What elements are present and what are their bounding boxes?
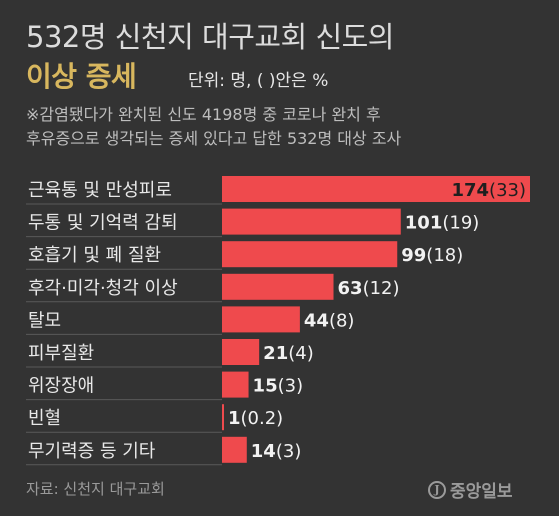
bar bbox=[222, 436, 247, 463]
value-percent: (8) bbox=[329, 310, 355, 331]
bar bbox=[222, 273, 334, 300]
value-label: 99(18) bbox=[401, 245, 463, 266]
category-label: 빈혈 bbox=[28, 408, 61, 429]
value-label: 15(3) bbox=[253, 376, 304, 397]
survey-note-line2: 후유증으로 생각되는 증세 있다고 답한 532명 대상 조사 bbox=[26, 129, 402, 148]
survey-note: ※감염됐다가 완치된 신도 4198명 중 코로나 완치 후 후유증으로 생각되… bbox=[26, 103, 401, 151]
bar bbox=[222, 208, 401, 235]
value-label: 21(4) bbox=[263, 343, 314, 364]
bar bbox=[222, 176, 530, 202]
source-label: 자료: 신천지 대구교회 bbox=[26, 480, 165, 498]
value-count: 63 bbox=[338, 278, 363, 299]
bar bbox=[222, 241, 398, 268]
value-percent: (19) bbox=[442, 213, 479, 234]
chart-subtitle: 이상 증세 bbox=[26, 60, 137, 93]
value-label: 44(8) bbox=[304, 310, 355, 331]
bar bbox=[222, 404, 224, 431]
value-count: 1 bbox=[228, 408, 241, 429]
category-label: 위장장애 bbox=[28, 376, 94, 397]
bar-chart: 근육통 및 만성피로 174(33) 두통 및 기억력 감퇴 101(19) 호흡기 및… bbox=[26, 176, 530, 466]
logo-text: 중앙일보 bbox=[450, 482, 513, 502]
value-label: 14(3) bbox=[251, 441, 302, 462]
value-percent: (12) bbox=[363, 278, 400, 299]
value-count: 21 bbox=[263, 343, 288, 364]
value-percent: (3) bbox=[278, 376, 304, 397]
value-label: 1(0.2) bbox=[228, 408, 283, 429]
category-label: 근육통 및 만성피로 bbox=[28, 180, 172, 201]
unit-label: 단위: 명, ( )안은 % bbox=[188, 71, 329, 91]
category-label: 후각·미각·청각 이상 bbox=[28, 278, 178, 299]
value-percent: (0.2) bbox=[241, 408, 284, 429]
category-label: 두통 및 기억력 감퇴 bbox=[28, 213, 178, 234]
value-count: 44 bbox=[304, 310, 329, 331]
bar bbox=[222, 339, 260, 365]
category-label: 피부질환 bbox=[28, 343, 94, 364]
value-percent: (3) bbox=[276, 441, 302, 462]
survey-note-line1: ※감염됐다가 완치된 신도 4198명 중 코로나 완치 후 bbox=[26, 105, 381, 124]
value-count: 14 bbox=[251, 441, 276, 462]
value-count: 15 bbox=[253, 376, 278, 397]
value-count: 174 bbox=[451, 180, 489, 201]
value-percent: (33) bbox=[489, 180, 526, 201]
category-label: 무기력증 등 기타 bbox=[28, 441, 156, 462]
category-label: 탈모 bbox=[28, 310, 61, 331]
value-label: 101(19) bbox=[405, 213, 480, 234]
value-count: 99 bbox=[401, 245, 426, 266]
value-label: 63(12) bbox=[338, 278, 400, 299]
value-percent: (18) bbox=[426, 245, 463, 266]
logo-mark-icon: J bbox=[428, 480, 446, 499]
category-label: 호흡기 및 폐 질환 bbox=[28, 245, 161, 266]
value-count: 101 bbox=[405, 213, 443, 234]
value-label: 174(33) bbox=[451, 180, 526, 201]
bar bbox=[222, 371, 249, 398]
publisher-logo: J 중앙일보 bbox=[428, 477, 513, 502]
chart-title: 532명 신천지 대구교회 신도의 bbox=[26, 20, 395, 54]
bar bbox=[222, 306, 300, 333]
value-percent: (4) bbox=[288, 343, 314, 364]
